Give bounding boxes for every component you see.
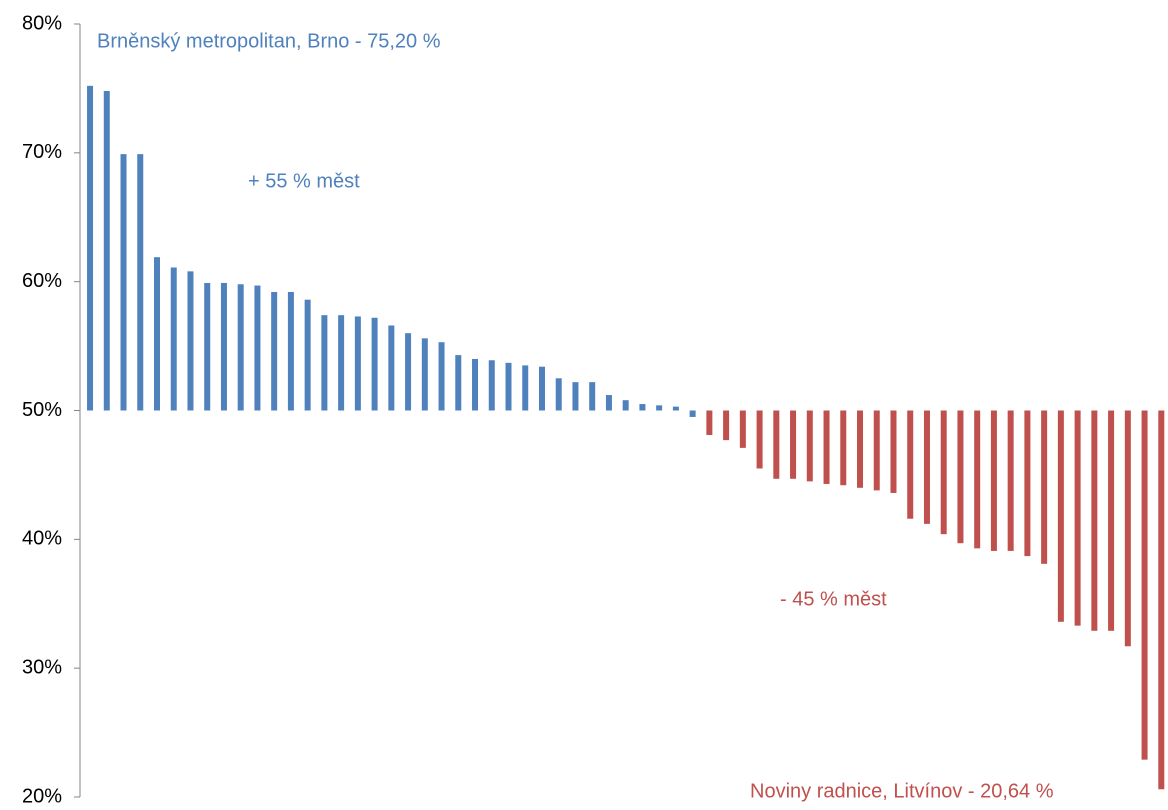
annotation: - 45 % měst	[780, 588, 887, 610]
y-tick-label: 40%	[22, 528, 62, 550]
bar	[405, 333, 412, 411]
bar	[857, 410, 864, 488]
y-tick-label: 70%	[22, 141, 62, 163]
y-tick-label: 30%	[22, 656, 62, 678]
bar	[873, 410, 880, 491]
bar	[990, 410, 997, 551]
bar	[773, 410, 780, 479]
bar	[907, 410, 914, 519]
bar	[137, 154, 144, 411]
bar	[488, 360, 495, 411]
y-tick-label: 60%	[22, 270, 62, 292]
bar	[555, 378, 562, 411]
bar	[790, 410, 797, 479]
bar	[438, 342, 445, 411]
bar	[321, 315, 328, 411]
bar	[1074, 410, 1081, 626]
bar	[1158, 410, 1165, 790]
bar	[840, 410, 847, 486]
bar	[271, 291, 278, 411]
bar	[639, 404, 646, 411]
bar	[572, 382, 579, 411]
bar	[287, 291, 294, 411]
bar	[957, 410, 964, 544]
bar	[1041, 410, 1048, 564]
bar	[237, 284, 244, 411]
bar	[1007, 410, 1014, 551]
bar	[538, 366, 545, 411]
bar	[706, 410, 713, 435]
bar	[505, 362, 512, 411]
bar	[455, 355, 462, 411]
bar	[187, 271, 194, 411]
bar	[890, 410, 897, 493]
bar	[1141, 410, 1148, 760]
y-tick-label: 50%	[22, 399, 62, 421]
annotation: + 55 % měst	[248, 170, 360, 192]
y-tick-label: 80%	[22, 12, 62, 34]
bar	[371, 317, 378, 411]
bar	[622, 400, 629, 411]
annotation: Noviny radnice, Litvínov - 20,64 %	[750, 780, 1054, 802]
bar	[656, 405, 663, 411]
bar	[170, 267, 177, 411]
bar	[1024, 410, 1031, 557]
bar	[388, 325, 395, 411]
bar	[87, 85, 94, 411]
bar	[739, 410, 746, 448]
bar	[220, 282, 227, 411]
bar	[1108, 410, 1115, 631]
annotation: Brněnský metropolitan, Brno - 75,20 %	[97, 30, 441, 52]
bar	[522, 365, 529, 411]
bar	[1124, 410, 1131, 647]
bar	[103, 90, 110, 411]
bar	[338, 315, 345, 411]
bar	[672, 406, 679, 411]
bar	[153, 257, 160, 411]
bar	[974, 410, 981, 549]
bar	[940, 410, 947, 535]
bar	[756, 410, 763, 469]
bar	[204, 282, 211, 411]
bar	[605, 395, 612, 411]
bar	[923, 410, 930, 524]
bar	[689, 410, 696, 417]
bar	[120, 154, 127, 411]
bar	[1057, 410, 1064, 622]
bar	[806, 410, 813, 482]
bar	[589, 382, 596, 411]
bar	[472, 358, 479, 411]
bar	[421, 338, 428, 411]
bar	[823, 410, 830, 484]
bar	[1091, 410, 1098, 631]
bar	[354, 316, 361, 411]
bar	[723, 410, 730, 441]
y-tick-label: 20%	[22, 785, 62, 805]
bar	[304, 299, 311, 411]
bar	[254, 285, 261, 411]
